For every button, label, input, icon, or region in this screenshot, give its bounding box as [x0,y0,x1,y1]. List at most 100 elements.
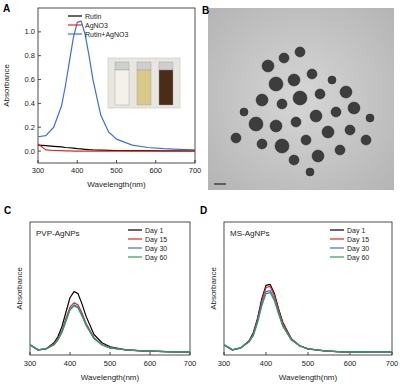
nanoparticle [340,86,352,98]
legend-swatch [128,238,142,239]
legend-swatch [128,229,142,230]
x-tick-label: 500 [110,166,123,175]
nanoparticle [310,110,322,122]
series-line [224,291,392,352]
tem-background [208,8,394,190]
y-tick [38,151,41,152]
x-tick [150,352,151,355]
y-tick-label: 0.6 [25,75,35,84]
legend: Day 1Day 15Day 30Day 60 [330,227,369,262]
legend-label: Day 1 [347,227,365,235]
nanoparticle [328,76,336,84]
vial [115,70,129,105]
nanoparticle [249,117,263,131]
y-tick [38,103,41,104]
x-tick-label: 700 [386,359,399,368]
y-tick [38,31,41,32]
x-tick [70,352,71,355]
x-tick-label: 500 [302,359,315,368]
x-tick-label: 600 [144,359,157,368]
nanoparticle [295,47,305,57]
vial-cap [137,62,151,70]
nanoparticle [257,139,267,149]
y-tick [38,127,41,128]
figure: 3004005006007000.00.20.40.60.81.0Wavelen… [0,0,400,384]
nanoparticle [307,69,317,79]
x-tick-label: 300 [32,166,45,175]
series-line [30,305,190,352]
y-tick [38,55,41,56]
chart-title: MS-AgNPs [230,229,270,238]
nanoparticle [315,89,325,99]
x-tick-label: 400 [260,359,273,368]
nanoparticle [279,53,289,63]
x-tick-label: 400 [64,359,77,368]
x-tick [110,352,111,355]
chart-title: PVP-AgNPs [36,229,80,238]
nanoparticle [288,74,300,86]
x-tick [30,352,31,355]
legend-swatch [128,256,142,257]
x-axis-label: Wavelength(nm) [81,373,140,382]
nanoparticle [262,60,274,72]
x-tick-label: 700 [189,166,202,175]
plot-frame [224,222,392,355]
x-axis-label: Wavelength(nm) [279,373,338,382]
y-tick [38,79,41,80]
plot-frame [38,8,195,163]
panel-label: D [200,205,207,216]
legend-swatch [330,256,344,257]
nanoparticle [293,91,307,105]
nanoparticle [256,94,268,106]
series-line [30,292,190,352]
legend-label: Day 1 [145,227,163,235]
inset-background [108,58,180,108]
x-tick-label: 300 [24,359,37,368]
legend: Rutin AgNO3Rutin+AgNO3 [68,13,128,39]
legend-label: AgNO3 [85,22,108,30]
y-tick-label: 0.4 [25,99,35,108]
series-line [38,21,195,150]
series-line [38,145,195,151]
inset-photo [108,58,180,108]
scale-bar [214,183,226,184]
y-axis-label: Absorbance [15,267,24,310]
legend-label: Day 30 [145,245,167,253]
y-tick-label: 1.0 [25,27,35,36]
nanoparticle [275,139,289,153]
nanoparticle [331,107,341,117]
nanoparticle [312,150,324,162]
legend-label: Rutin [85,13,101,20]
series-line [38,144,195,151]
legend-swatch [128,247,142,248]
x-tick [195,160,196,163]
y-axis-label: Absorbance [209,267,218,310]
legend-label: Day 30 [347,245,369,253]
legend-label: Rutin+AgNO3 [85,31,128,39]
legend-swatch [330,247,344,248]
x-tick-label: 600 [344,359,357,368]
series-line [30,306,190,352]
chart: 300 400 500 600 700 Wavelength(nm) Absorbance M… [209,222,398,382]
legend-swatch [68,15,82,16]
nanoparticle [291,117,301,127]
vial-cap [159,62,173,70]
y-tick-label: 0.8 [25,51,35,60]
legend-label: Day 15 [145,236,167,244]
series-line [224,293,392,352]
nanoparticle [361,135,371,145]
nanoparticle [348,102,360,114]
x-tick-label: 500 [104,359,117,368]
series-group [224,284,392,352]
x-tick-label: 300 [218,359,231,368]
nanoparticle [322,126,334,138]
x-tick [266,352,267,355]
legend: Day 1Day 15Day 30Day 60 [128,227,167,262]
panel-label: A [3,3,10,14]
x-tick [77,160,78,163]
legend-swatch [330,238,344,239]
nanoparticle [231,133,241,143]
legend-swatch [330,229,344,230]
x-axis-label: Wavelength(nm) [87,180,146,189]
nanoparticle [269,77,283,91]
